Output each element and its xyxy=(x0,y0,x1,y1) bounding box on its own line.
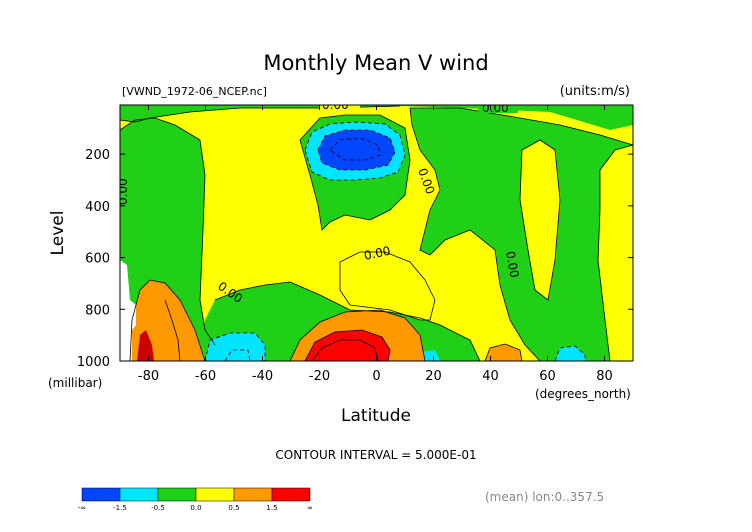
colorbar-swatch xyxy=(157,487,197,502)
x-tick-label: 20 xyxy=(425,369,442,384)
x-tick-label: 40 xyxy=(482,369,499,384)
colorbar-swatch xyxy=(119,487,159,502)
y-tick-label: 600 xyxy=(85,252,110,267)
contour-labels: 0.00 0.00 0.00 0.00 0.00 0.00 0.00 0.00 xyxy=(116,98,645,306)
region-weak-negative-top xyxy=(120,105,633,130)
contour-interval-note: CONTOUR INTERVAL = 5.000E-01 xyxy=(275,448,476,462)
y-tick-label: 200 xyxy=(85,148,110,163)
x-tick-label: 60 xyxy=(539,369,556,384)
colorbar-swatch xyxy=(271,487,311,502)
y-tick-label: 400 xyxy=(85,200,110,215)
x-tick-label: -40 xyxy=(252,369,273,384)
region-strong-negative-core xyxy=(318,130,395,170)
colorbar-label: -1.5 xyxy=(113,504,127,512)
chart-title: Monthly Mean V wind xyxy=(263,51,488,75)
contour-label: 0.00 xyxy=(363,244,392,263)
contour-lines xyxy=(120,105,633,361)
x-tick-label: 0 xyxy=(372,369,380,384)
region-moderate-negative-south xyxy=(205,333,265,361)
x-units-label: (degrees_north) xyxy=(535,387,631,401)
region-moderate-negative-north xyxy=(555,346,585,361)
region-moderate-positive-left-edge xyxy=(145,300,156,330)
colorbar-swatch xyxy=(233,487,273,502)
x-tick-label: -20 xyxy=(309,369,330,384)
region-missing-data xyxy=(120,260,136,361)
region-weak-positive-east-edge xyxy=(598,145,633,361)
footnote: (mean) lon:0..357.5 xyxy=(485,490,604,504)
y-units-label: (millibar) xyxy=(48,376,102,390)
region-strong-positive-core xyxy=(305,330,390,361)
x-axis: -80 -60 -40 -20 0 20 40 60 80 xyxy=(138,105,613,384)
contour-label: 0.00 xyxy=(322,98,349,112)
region-weak-positive-lower-center xyxy=(340,252,435,320)
contour-label: 0.00 xyxy=(503,250,521,279)
colorbar-swatch xyxy=(81,487,121,502)
x-tick-label: -80 xyxy=(138,369,159,384)
colorbar-label: 1.5 xyxy=(266,504,277,512)
contour-label: 0.00 xyxy=(631,185,645,212)
colorbar-label: 0.0 xyxy=(190,504,201,512)
region-weak-negative-east xyxy=(410,108,633,361)
colorbar-label: 0.5 xyxy=(228,504,239,512)
colorbar-label: ∞ xyxy=(307,504,313,512)
colorbar-label: -∞ xyxy=(78,504,86,512)
dataset-label: [VWND_1972-06_NCEP.nc] xyxy=(122,85,267,98)
colorbar: -∞ -1.5 -0.5 0.0 0.5 1.5 ∞ xyxy=(78,487,313,512)
contour-label: 0.00 xyxy=(116,178,130,205)
contour-label: 0.00 xyxy=(482,101,509,115)
region-strong-positive-polar xyxy=(137,330,154,361)
region-moderate-positive-north xyxy=(485,344,522,361)
x-tick-label: -60 xyxy=(195,369,216,384)
units-label: (units:m/s) xyxy=(560,84,630,99)
y-axis-title: Level xyxy=(48,211,68,256)
y-tick-label: 1000 xyxy=(77,355,110,370)
y-tick-label: 800 xyxy=(85,303,110,318)
y-axis: 200 400 600 800 1000 xyxy=(77,148,633,370)
colorbar-swatch xyxy=(195,487,235,502)
x-axis-title: Latitude xyxy=(341,406,411,426)
colorbar-label: -0.5 xyxy=(151,504,165,512)
plot-area: 0.00 0.00 0.00 0.00 0.00 0.00 0.00 0.00 xyxy=(116,98,645,361)
x-tick-label: 80 xyxy=(596,369,613,384)
